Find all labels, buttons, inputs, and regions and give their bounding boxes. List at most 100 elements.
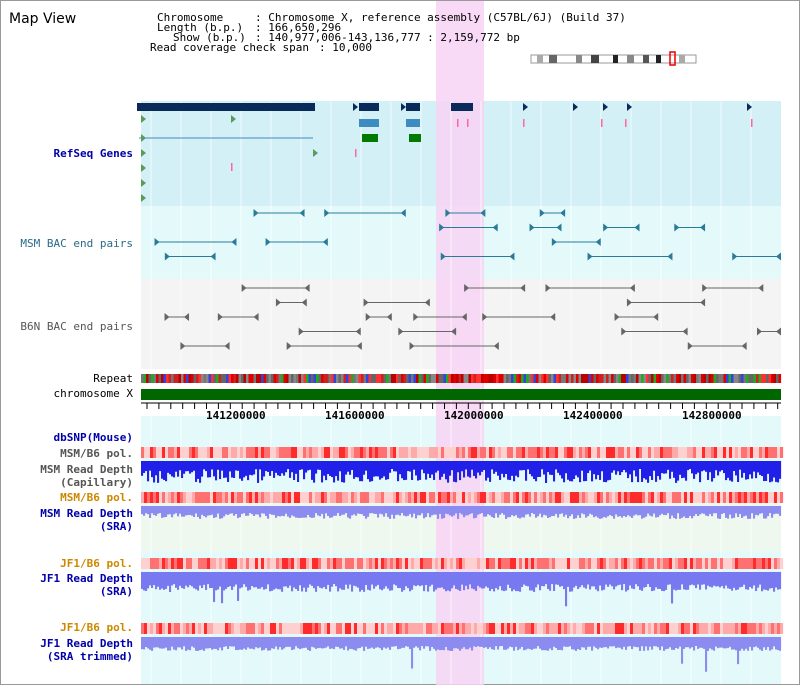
polymorphism-cell [753,492,757,503]
track-label-msm-b6-pol-2[interactable]: MSM/B6 pol. [60,491,133,504]
polymorphism-cell [504,558,508,569]
read-depth-bar [639,572,642,590]
track-label-msm-bac[interactable]: MSM BAC end pairs [20,237,133,250]
coverage-span-key: Read coverage check span [150,41,309,54]
read-depth-bar [215,572,218,591]
polymorphism-cell [570,447,574,458]
read-depth-bar [665,506,668,516]
repeat-segment [236,374,239,383]
polymorphism-cell [213,623,217,634]
read-depth-bar [721,461,724,471]
polymorphism-cell [579,447,583,458]
polymorphism-cell [576,623,580,634]
repeat-segment [591,374,594,383]
polymorphism-cell [510,492,514,503]
read-depth-bar [561,461,564,479]
track-label-jf1-b6-pol-2[interactable]: JF1/B6 pol. [60,621,133,634]
polymorphism-cell [306,492,310,503]
polymorphism-cell [459,558,463,569]
polymorphism-cell [627,492,631,503]
polymorphism-cell [633,558,637,569]
polymorphism-cell [300,623,304,634]
track-label-b6n-bac[interactable]: B6N BAC end pairs [20,320,133,333]
read-depth-bar [579,506,582,518]
read-depth-bar [449,506,452,516]
polymorphism-cell [615,558,619,569]
polymorphism-cell [393,492,397,503]
read-depth-bar [239,461,242,479]
repeat-segment [158,374,162,383]
repeat-segment [741,374,744,383]
read-depth-bar [191,506,194,516]
read-depth-bar [255,506,258,515]
read-depth-bar [365,637,368,647]
repeat-segment [218,374,222,383]
polymorphism-cell [312,492,316,503]
polymorphism-cell [237,492,241,503]
polymorphism-cell [681,558,685,569]
polymorphism-cell [219,558,223,569]
polymorphism-cell [681,623,685,634]
read-depth-bar [761,506,764,514]
polymorphism-cell [702,447,706,458]
read-depth-bar [531,637,534,650]
polymorphism-cell [474,447,478,458]
track-label-msm-depth-capillary[interactable]: MSM Read Depth [40,463,133,476]
track-label-jf1-depth-trimmed[interactable]: JF1 Read Depth [40,637,133,650]
polymorphism-cell [465,558,469,569]
read-depth-bar [665,461,668,474]
read-depth-bar [275,506,278,518]
read-depth-bar [195,572,198,590]
read-depth-bar [577,461,580,478]
polymorphism-cell [405,492,409,503]
read-depth-bar [425,461,428,480]
read-depth-bar [679,506,682,519]
track-label-msm-depth-sra[interactable]: MSM Read Depth [40,507,133,520]
read-depth-bar [391,461,394,470]
read-depth-bar [775,572,778,588]
track-label-jf1-b6-pol-1[interactable]: JF1/B6 pol. [60,557,133,570]
read-depth-bar [235,506,238,515]
read-depth-bar [395,637,398,647]
repeat-segment [301,374,304,383]
repeat-segment [481,374,484,383]
polymorphism-cell [369,492,373,503]
polymorphism-cell [492,558,496,569]
read-depth-bar [397,506,400,515]
polymorphism-cell [171,558,175,569]
read-depth-bar [181,461,184,479]
polymorphism-cell [699,623,703,634]
read-depth-bar [459,506,462,514]
repeat-segment [456,374,459,383]
read-depth-bar [567,572,570,587]
read-depth-bar [481,572,484,589]
read-depth-bar [451,461,454,471]
repeat-segment [656,374,659,383]
read-depth-bar [705,572,708,590]
track-label-jf1-depth-sra[interactable]: JF1 Read Depth [40,572,133,585]
repeat-segment [443,374,447,383]
read-depth-bar [581,506,584,514]
repeat-segment [431,374,434,383]
polymorphism-cell [420,623,424,634]
polymorphism-cell [372,623,376,634]
read-depth-bar [641,637,644,647]
read-depth-bar [409,506,412,515]
repeat-segment [148,374,152,383]
read-depth-bar [587,461,590,474]
polymorphism-cell [498,447,502,458]
read-depth-bar [351,637,354,650]
track-label-dbsnp[interactable]: dbSNP(Mouse) [53,431,133,444]
read-depth-bar [709,461,712,473]
read-depth-bar [309,572,312,585]
read-depth-bar [407,572,410,589]
polymorphism-cell [723,492,727,503]
polymorphism-cell [270,447,274,458]
repeat-segment [618,374,622,383]
track-label-msm-b6-pol-1[interactable]: MSM/B6 pol. [60,447,133,460]
read-depth-bar [305,461,308,473]
track-label-refseq-genes[interactable]: RefSeq Genes [53,147,133,160]
repeat-segment [513,374,517,383]
polymorphism-cell [285,447,289,458]
polymorphism-cell [636,558,640,569]
